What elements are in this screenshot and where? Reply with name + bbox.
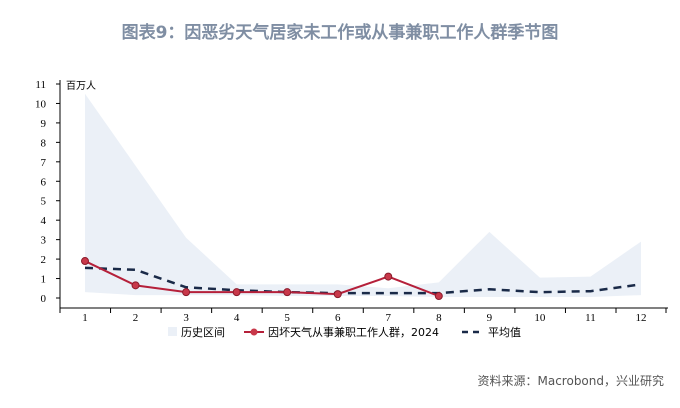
- series-line-mean: [84, 266, 642, 295]
- y-tick-label: 7: [41, 157, 47, 169]
- y-tick-label: 0: [41, 293, 47, 305]
- x-tick-label: 11: [585, 312, 596, 324]
- y-tick-label: 8: [41, 137, 47, 149]
- series-line-2024: [84, 260, 440, 297]
- legend-label-band: 历史区间: [181, 326, 225, 339]
- x-tick-label: 6: [335, 312, 341, 324]
- data-point-2024: [232, 288, 241, 297]
- y-tick-label: 5: [41, 196, 47, 208]
- y-tick-label: 11: [35, 79, 46, 91]
- y-tick-label: 3: [41, 235, 47, 247]
- y-tick-label: 1: [41, 274, 47, 286]
- y-tick-label: 4: [41, 215, 47, 227]
- x-tick-label: 12: [636, 312, 647, 324]
- chart-title: 图表9：因恶劣天气居家未工作或从事兼职工作人群季节图: [121, 23, 559, 43]
- x-tick-label: 4: [234, 312, 240, 324]
- y-tick-label: 6: [41, 176, 47, 188]
- historical-range-band: [85, 93, 641, 298]
- x-tick-label: 10: [534, 312, 546, 324]
- data-point-2024: [434, 292, 443, 301]
- legend-marker-2024: [250, 328, 258, 336]
- legend-label-2024: 因坏天气从事兼职工作人群，2024: [268, 325, 439, 339]
- data-point-2024: [283, 288, 292, 297]
- data-point-2024: [384, 272, 393, 281]
- legend-swatch-band: [168, 327, 177, 336]
- data-point-2024: [333, 290, 342, 299]
- x-tick-label: 7: [386, 312, 392, 324]
- y-tick-label: 10: [35, 98, 47, 110]
- data-point-2024: [81, 257, 89, 266]
- x-tick-label: 9: [487, 312, 493, 324]
- x-tick-label: 8: [436, 312, 442, 324]
- legend-label-mean: 平均值: [488, 326, 521, 339]
- y-unit-label: 百万人: [66, 80, 96, 92]
- source-note: 资料来源：Macrobond，兴业研究: [477, 374, 665, 388]
- data-point-2024: [182, 288, 191, 297]
- y-tick-label: 9: [41, 118, 47, 130]
- x-tick-label: 2: [133, 312, 139, 324]
- data-point-2024: [131, 281, 140, 290]
- x-tick-label: 1: [82, 312, 88, 324]
- y-tick-label: 2: [41, 254, 47, 266]
- x-tick-label: 3: [183, 312, 189, 324]
- x-tick-label: 5: [284, 312, 290, 324]
